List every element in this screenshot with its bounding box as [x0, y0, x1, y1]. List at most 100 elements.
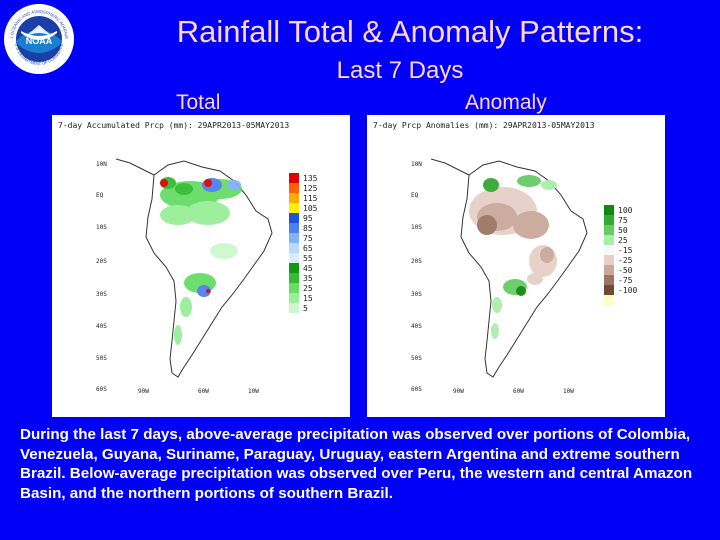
- colorbar-swatch: [604, 295, 614, 305]
- colorbar-label: 35: [303, 273, 313, 283]
- colorbar-swatch: [604, 285, 614, 295]
- total-max-marker: [160, 179, 168, 187]
- colorbar-entry: 85: [289, 223, 317, 233]
- anomaly-y-label: 10S: [411, 224, 422, 231]
- total-y-label: 10S: [96, 224, 107, 231]
- colorbar-label: 115: [303, 193, 318, 203]
- anomaly-y-label: 50S: [411, 355, 422, 362]
- anomaly-colorbar: 100 75 50 25 -15 -25 -50 -75 -100: [604, 205, 637, 305]
- colorbar-label: -100: [618, 285, 638, 295]
- colorbar-label: -50: [618, 265, 633, 275]
- anomaly-y-label: 20S: [411, 258, 422, 265]
- colorbar-label: 85: [303, 223, 313, 233]
- total-colorbar: 135 125 115 105 95 85 75 65 55 45 35 25 …: [289, 173, 317, 313]
- colorbar-entry: 45: [289, 263, 317, 273]
- anomaly-y-label: 10N: [411, 161, 422, 168]
- noaa-logo-center: NOAA: [26, 36, 53, 46]
- colorbar-swatch: [289, 213, 299, 223]
- colorbar-label: -75: [618, 275, 633, 285]
- total-rainfall-map: [116, 158, 273, 378]
- colorbar-entry: 5: [289, 303, 317, 313]
- colorbar-swatch: [604, 275, 614, 285]
- colorbar-label: 15: [303, 293, 313, 303]
- colorbar-label: 55: [303, 253, 313, 263]
- colorbar-swatch: [604, 235, 614, 245]
- colorbar-label: 65: [303, 243, 313, 253]
- anomaly-y-label: 40S: [411, 323, 422, 330]
- colorbar-entry: -50: [604, 265, 637, 275]
- total-y-label: 20S: [96, 258, 107, 265]
- total-x-label: 90W: [138, 388, 149, 395]
- anomaly-map-panel: 7-day Prcp Anomalies (mm): 29APR2013-05M…: [367, 115, 665, 417]
- central-america-outline: [431, 158, 470, 176]
- colorbar-swatch: [604, 225, 614, 235]
- colorbar-swatch: [289, 263, 299, 273]
- colorbar-entry: 75: [604, 215, 637, 225]
- total-y-label: 50S: [96, 355, 107, 362]
- colorbar-entry: 100: [604, 205, 637, 215]
- total-y-label: EQ: [96, 192, 104, 199]
- colorbar-swatch: [289, 233, 299, 243]
- colorbar-swatch: [289, 273, 299, 283]
- colorbar-label: -25: [618, 255, 633, 265]
- colorbar-swatch: [289, 293, 299, 303]
- colorbar-swatch: [604, 245, 614, 255]
- colorbar-label: 95: [303, 213, 313, 223]
- total-y-label: 40S: [96, 323, 107, 330]
- colorbar-swatch: [604, 255, 614, 265]
- colorbar-label: 135: [303, 173, 318, 183]
- colorbar-label: 100: [618, 205, 633, 215]
- colorbar-entry: [604, 295, 637, 305]
- total-y-label: 30S: [96, 291, 107, 298]
- colorbar-entry: 35: [289, 273, 317, 283]
- anomaly-x-label: 90W: [453, 388, 464, 395]
- colorbar-swatch: [604, 215, 614, 225]
- anomaly-y-label: EQ: [411, 192, 419, 199]
- colorbar-entry: -25: [604, 255, 637, 265]
- page-subtitle: Last 7 Days: [336, 57, 464, 84]
- page-title: Rainfall Total & Anomaly Patterns:: [176, 14, 644, 49]
- colorbar-swatch: [289, 173, 299, 183]
- anomaly-x-label: 10W: [563, 388, 574, 395]
- colorbar-swatch: [604, 205, 614, 215]
- colorbar-entry: 55: [289, 253, 317, 263]
- colorbar-label: 25: [618, 235, 628, 245]
- total-header: Total: [176, 91, 221, 114]
- colorbar-entry: 135: [289, 173, 317, 183]
- caption-text: During the last 7 days, above-average pr…: [20, 426, 693, 502]
- colorbar-swatch: [289, 183, 299, 193]
- colorbar-swatch: [289, 253, 299, 263]
- anomaly-y-label: 60S: [411, 386, 422, 393]
- noaa-logo: NOAA NATIONAL OCEANIC AND ATMOSPHERIC AD…: [3, 3, 74, 74]
- anomaly-map-title: 7-day Prcp Anomalies (mm): 29APR2013-05M…: [373, 121, 595, 130]
- colorbar-label: -15: [618, 245, 633, 255]
- colorbar-swatch: [289, 223, 299, 233]
- anomaly-header: Anomaly: [465, 91, 547, 114]
- colorbar-label: 75: [618, 215, 628, 225]
- anomaly-x-label: 60W: [513, 388, 524, 395]
- colorbar-entry: 115: [289, 193, 317, 203]
- total-x-label: 60W: [198, 388, 209, 395]
- total-y-label: 10N: [96, 161, 107, 168]
- colorbar-swatch: [289, 303, 299, 313]
- total-y-label: 60S: [96, 386, 107, 393]
- colorbar-entry: 125: [289, 183, 317, 193]
- colorbar-swatch: [289, 283, 299, 293]
- colorbar-label: 50: [618, 225, 628, 235]
- colorbar-label: 45: [303, 263, 313, 273]
- colorbar-swatch: [289, 203, 299, 213]
- colorbar-label: 75: [303, 233, 313, 243]
- colorbar-entry: 75: [289, 233, 317, 243]
- colorbar-swatch: [289, 243, 299, 253]
- anomaly-rainfall-map: [431, 158, 588, 378]
- colorbar-entry: 25: [604, 235, 637, 245]
- colorbar-entry: 50: [604, 225, 637, 235]
- total-map-panel: 7-day Accumulated Prcp (mm): 29APR2013-0…: [52, 115, 350, 417]
- total-max-marker: [204, 179, 212, 187]
- colorbar-label: 105: [303, 203, 318, 213]
- colorbar-swatch: [604, 265, 614, 275]
- colorbar-entry: 95: [289, 213, 317, 223]
- colorbar-entry: 15: [289, 293, 317, 303]
- central-america-outline: [116, 158, 155, 176]
- colorbar-swatch: [289, 193, 299, 203]
